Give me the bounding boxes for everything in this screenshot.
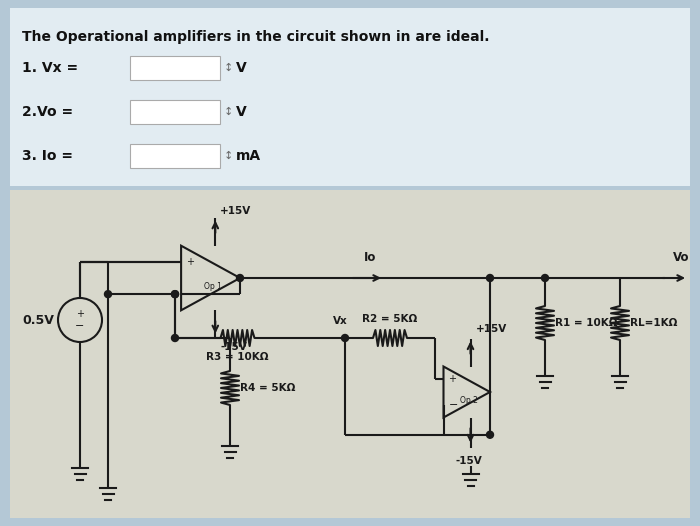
Circle shape [172, 335, 178, 341]
Bar [10, 8, 690, 186]
Text: −: − [76, 321, 85, 331]
Text: R2 = 5KΩ: R2 = 5KΩ [363, 314, 418, 324]
Bar [130, 56, 220, 80]
Circle shape [172, 291, 178, 298]
Text: mA: mA [236, 149, 261, 163]
Text: R4 = 5KΩ: R4 = 5KΩ [240, 383, 295, 393]
Circle shape [172, 291, 178, 298]
Text: -15V: -15V [220, 342, 247, 352]
Text: The Operational amplifiers in the circuit shown in are ideal.: The Operational amplifiers in the circui… [22, 30, 489, 44]
Text: R1 = 10KΩ: R1 = 10KΩ [555, 318, 617, 328]
Text: ↕: ↕ [224, 151, 233, 161]
Text: V: V [236, 105, 246, 119]
Circle shape [486, 275, 493, 281]
Text: V: V [236, 61, 246, 75]
Text: Io: Io [364, 251, 376, 264]
Text: -15V: -15V [455, 456, 482, 466]
Text: 1. Vx =: 1. Vx = [22, 61, 78, 75]
Text: −: − [449, 400, 458, 410]
Circle shape [542, 275, 549, 281]
Text: −: − [186, 289, 195, 299]
Text: R3 = 10KΩ: R3 = 10KΩ [206, 352, 269, 362]
Text: Op 2: Op 2 [460, 396, 478, 405]
Bar [130, 100, 220, 124]
Text: +: + [186, 257, 194, 267]
Circle shape [104, 291, 111, 298]
Circle shape [342, 335, 349, 341]
Text: +: + [76, 309, 84, 319]
Text: +15V: +15V [220, 206, 251, 216]
Circle shape [237, 275, 244, 281]
Text: +15V: +15V [475, 325, 507, 335]
Text: Op 1: Op 1 [204, 282, 223, 291]
Text: 0.5V: 0.5V [22, 313, 54, 327]
Circle shape [486, 431, 493, 438]
Text: ↕: ↕ [224, 63, 233, 73]
Text: +: + [449, 375, 456, 385]
Bar [10, 190, 690, 518]
Text: 2.Vo =: 2.Vo = [22, 105, 73, 119]
Text: 3. Io =: 3. Io = [22, 149, 73, 163]
Text: Vo: Vo [673, 251, 690, 264]
Text: ↕: ↕ [224, 107, 233, 117]
Bar [130, 144, 220, 168]
Text: RL=1KΩ: RL=1KΩ [630, 318, 678, 328]
Text: Vx: Vx [333, 316, 348, 326]
